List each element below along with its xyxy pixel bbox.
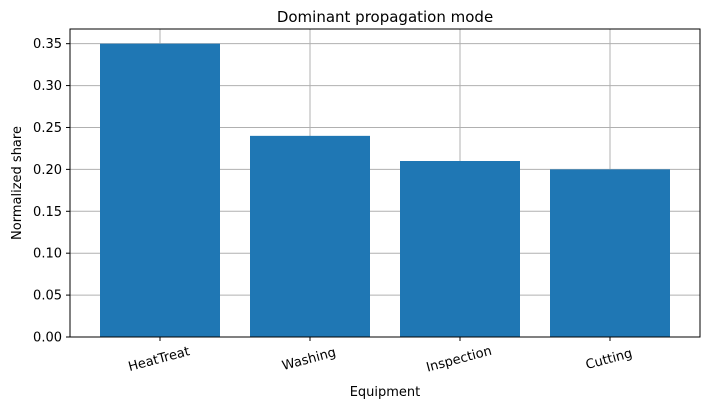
plot-frame [69, 28, 701, 338]
bar-cutting [550, 169, 670, 337]
y-tick-label: 0.25 [33, 121, 62, 136]
y-tick-label: 0.05 [33, 289, 62, 304]
y-tick-label: 0.30 [33, 79, 62, 94]
y-axis-ticks: 0.00 0.05 0.10 0.15 0.20 0.25 0.30 0.35 [33, 37, 70, 346]
x-axis-label: Equipment [350, 385, 421, 400]
y-tick-label: 0.35 [33, 37, 62, 52]
x-tick-label: Cutting [584, 346, 634, 373]
x-tick-label: Inspection [425, 344, 494, 376]
bar-inspection [400, 161, 520, 337]
x-tick-label: Washing [281, 345, 338, 374]
bars [100, 43, 670, 338]
x-tick-label: HeatTreat [127, 344, 192, 375]
y-axis-label: Normalized share [10, 126, 25, 240]
y-tick-label: 0.20 [33, 163, 62, 178]
bar-washing [250, 135, 370, 337]
y-tick-label: 0.15 [33, 205, 62, 220]
chart-title: Dominant propagation mode [277, 8, 493, 26]
y-tick-label: 0.10 [33, 247, 62, 262]
y-tick-label: 0.00 [33, 331, 62, 346]
bar-heattreat [100, 43, 220, 338]
x-axis-ticks: HeatTreat Washing Inspection Cutting [127, 337, 634, 376]
